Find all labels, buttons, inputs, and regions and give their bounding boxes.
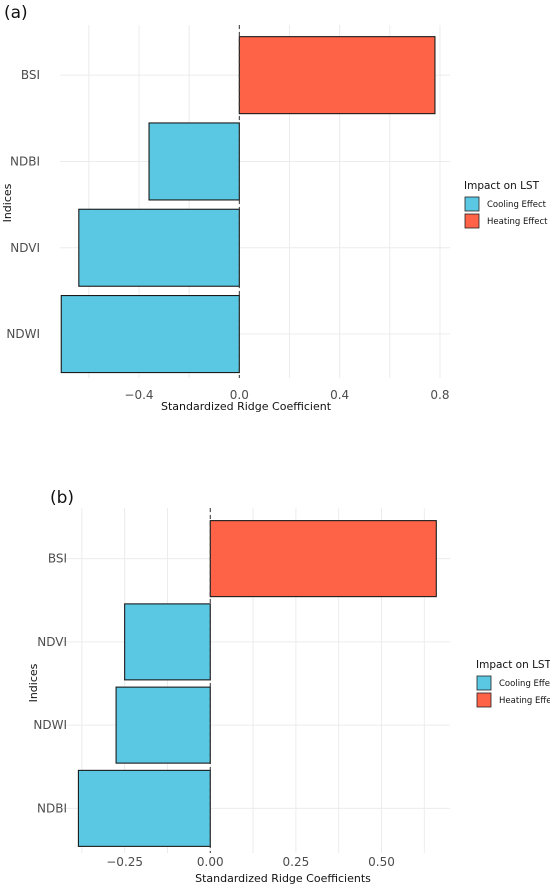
panel-a-bar-bsi <box>238 36 436 115</box>
panel-a-x-tick-label-1: 0.0 <box>230 388 249 402</box>
panel-b-category-label-ndwi: NDWI <box>33 718 67 732</box>
panel-a-legend-swatch-cooling <box>464 196 480 212</box>
panel-a-bar-ndbi <box>148 122 240 201</box>
panel-a-legend-label-heating: Heating Effect <box>487 217 548 227</box>
panel-a-category-labels: BSI NDBI NDVI NDWI <box>6 68 40 341</box>
panel-b-x-ticks: −0.25 0.00 0.25 0.50 <box>106 855 395 869</box>
panel-b-bar-ndbi <box>77 769 211 847</box>
panel-b-bars <box>77 508 437 853</box>
panel-b-bar-bsi <box>209 520 437 598</box>
panel-b-category-label-ndbi: NDBI <box>37 801 67 815</box>
panel-a-legend-swatch-heating <box>464 213 480 229</box>
panel-b-x-axis-title: Standardized Ridge Coefficients <box>195 872 371 885</box>
panel-b: (b) BSI NDVI NDWI NDBI −0.25 0.00 0.25 0.50 St… <box>27 488 550 885</box>
panel-a-legend-label-cooling: Cooling Effect <box>487 200 547 210</box>
panel-b-x-tick-label-3: 0.50 <box>368 855 395 869</box>
panel-a: (a) BSI NDBI NDVI NDWI −0.4 0.0 0.4 0.8 Standa… <box>1 3 548 413</box>
panel-a-label: (a) <box>4 3 28 23</box>
panel-b-y-axis-title: Indices <box>27 663 40 702</box>
panel-a-bar-ndwi <box>60 294 240 374</box>
panel-a-category-label-bsi: BSI <box>21 68 40 82</box>
panel-b-legend: Impact on LST Cooling Effect Heating Eff… <box>476 659 550 708</box>
panel-b-x-tick-label-1: 0.00 <box>197 855 224 869</box>
panel-b-legend-label-heating: Heating Effect <box>499 696 550 706</box>
panel-a-x-tick-label-0: −0.4 <box>124 388 153 402</box>
panel-a-y-axis-title: Indices <box>1 183 14 222</box>
panel-b-bar-ndwi <box>115 686 211 764</box>
panel-b-legend-swatch-cooling <box>476 675 492 691</box>
panel-b-x-tick-label-2: 0.25 <box>283 855 310 869</box>
panel-b-legend-swatch-heating <box>476 692 492 708</box>
panel-a-x-axis-title: Standardized Ridge Coefficient <box>161 400 332 413</box>
panel-b-x-tick-label-0: −0.25 <box>106 855 143 869</box>
panel-a-bar-ndvi <box>78 208 240 287</box>
panel-a-x-tick-label-3: 0.8 <box>430 388 449 402</box>
panel-b-category-label-ndvi: NDVI <box>37 635 67 649</box>
panel-a-category-label-ndwi: NDWI <box>6 327 40 341</box>
panel-b-category-labels: BSI NDVI NDWI NDBI <box>33 552 67 816</box>
panel-a-legend-title: Impact on LST <box>464 180 540 192</box>
panel-a-category-label-ndbi: NDBI <box>10 154 40 168</box>
panel-a-bars <box>60 25 436 378</box>
panel-b-legend-title: Impact on LST <box>476 659 550 671</box>
panel-b-legend-label-cooling: Cooling Effect <box>499 679 550 689</box>
panel-a-x-ticks: −0.4 0.0 0.4 0.8 <box>124 388 449 402</box>
panel-a-category-label-ndvi: NDVI <box>10 241 40 255</box>
panel-a-legend: Impact on LST Cooling Effect Heating Eff… <box>464 180 548 229</box>
panel-b-bar-ndvi <box>124 603 211 681</box>
panel-b-category-label-bsi: BSI <box>48 552 67 566</box>
panel-b-label: (b) <box>50 488 74 508</box>
panel-a-x-tick-label-2: 0.4 <box>330 388 349 402</box>
